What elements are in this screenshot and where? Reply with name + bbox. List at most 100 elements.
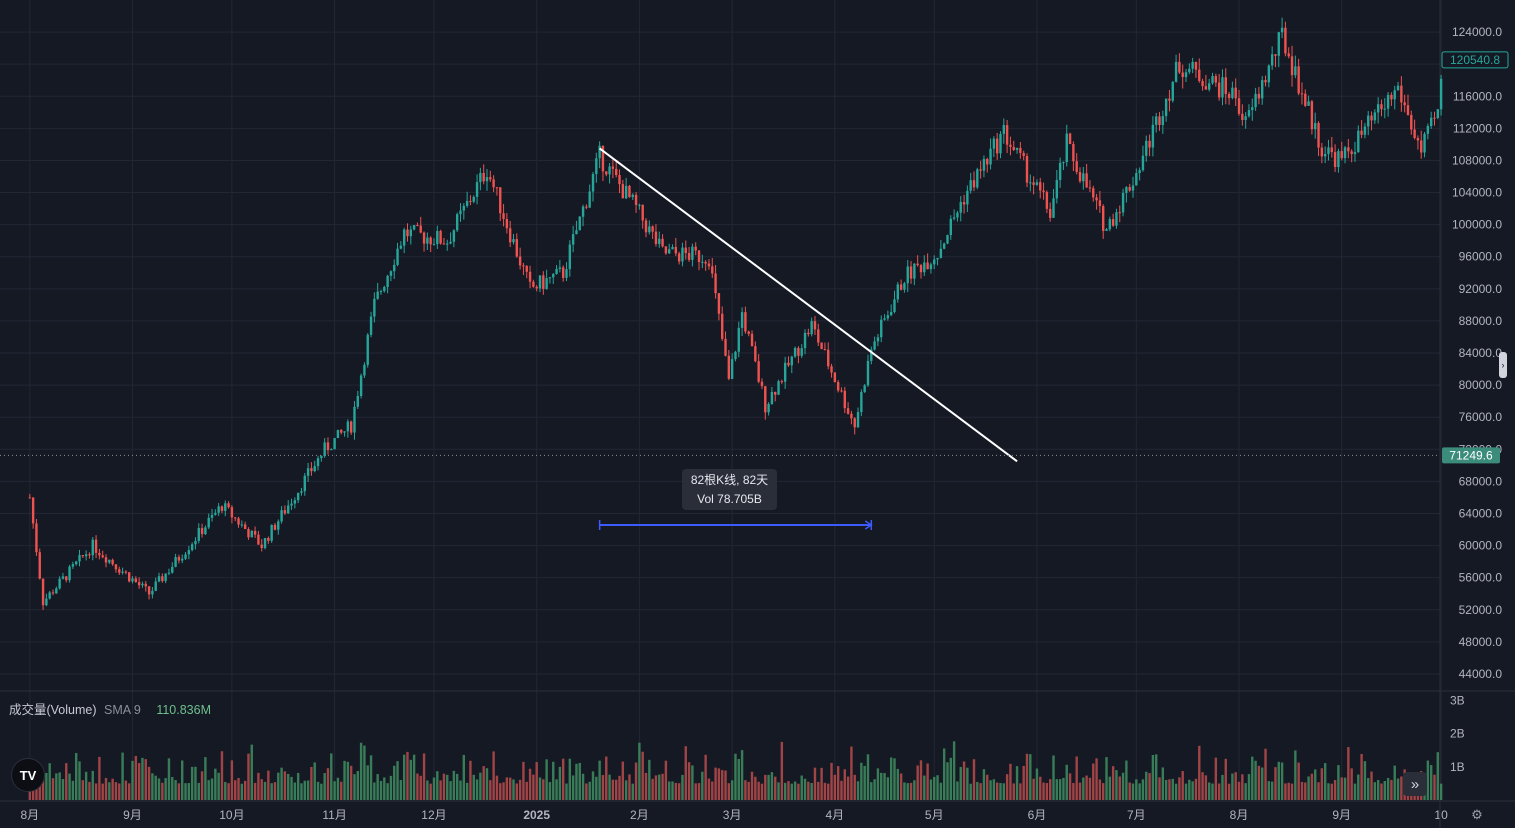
volume-bar <box>813 767 817 800</box>
volume-bar <box>376 774 379 800</box>
candle-body <box>270 524 273 541</box>
candle-body <box>1363 126 1367 135</box>
volume-bar <box>797 783 800 800</box>
candle-body <box>313 466 316 472</box>
candle-body <box>889 312 893 316</box>
volume-bar <box>396 761 399 800</box>
volume-bar <box>184 783 187 800</box>
candle-body <box>1092 188 1095 198</box>
volume-bar <box>1035 768 1039 800</box>
candle-body <box>664 246 668 254</box>
volume-bar <box>588 781 591 800</box>
time-tick-label: 11月 <box>322 808 346 822</box>
candle-body <box>131 578 134 582</box>
volume-bar <box>290 776 293 800</box>
volume-bar <box>661 773 664 800</box>
volume-bar <box>1039 776 1042 800</box>
candle-body <box>1125 187 1128 193</box>
volume-bar <box>436 771 439 800</box>
volume-bar <box>1181 771 1184 800</box>
time-tick-label: 7月 <box>1127 808 1146 822</box>
scale-handle-icon[interactable]: › <box>1499 352 1507 378</box>
candle-body <box>416 225 419 227</box>
volume-bar <box>1433 774 1436 800</box>
volume-bar <box>336 777 340 800</box>
volume-bar <box>412 754 416 800</box>
volume-bar <box>197 782 200 800</box>
volume-bar <box>846 776 850 800</box>
volume-bar <box>1141 779 1145 800</box>
volume-bar <box>611 779 615 800</box>
volume-bar <box>535 762 538 800</box>
candle-body <box>1410 114 1413 130</box>
volume-bar <box>754 776 757 800</box>
candle-body <box>280 510 283 522</box>
volume-bar <box>452 770 456 800</box>
candle-body <box>171 566 174 573</box>
volume-bar <box>714 767 717 800</box>
price-tick-label: 64000.0 <box>1459 506 1503 520</box>
volume-bar <box>1267 781 1271 800</box>
time-tick-label: 12月 <box>421 808 446 822</box>
candle-body <box>999 133 1002 154</box>
volume-bar <box>71 780 75 800</box>
volume-bar <box>780 741 784 800</box>
volume-bar <box>1052 755 1055 800</box>
candle-body <box>1261 80 1264 99</box>
volume-bar <box>167 758 171 800</box>
volume-bar <box>1164 779 1168 800</box>
volume-bar <box>303 780 306 800</box>
candle-body <box>853 418 856 428</box>
price-tick-label: 96000.0 <box>1459 250 1503 264</box>
volume-bar <box>101 783 104 800</box>
volume-bar <box>1042 782 1045 800</box>
candle-body <box>1188 68 1191 73</box>
volume-bar <box>1360 753 1363 800</box>
candle-body <box>373 298 376 317</box>
candle-body <box>578 216 581 231</box>
volume-bar <box>598 760 601 800</box>
candle-body <box>1390 94 1393 100</box>
volume-bar <box>1111 766 1115 800</box>
candle-body <box>641 204 644 221</box>
time-tick-label: 2025 <box>523 808 550 822</box>
volume-bar <box>972 759 976 800</box>
volume-bar <box>1118 776 1121 800</box>
volume-bar <box>217 772 220 800</box>
volume-bar <box>923 775 926 800</box>
candle-body <box>1429 117 1433 127</box>
candle-body <box>757 361 760 382</box>
candle-body <box>505 218 509 229</box>
go-to-realtime-icon[interactable]: » <box>1403 772 1427 796</box>
candle-body <box>740 312 744 328</box>
candle-body <box>926 262 929 270</box>
volume-bar <box>489 780 492 800</box>
volume-bar <box>522 761 525 800</box>
candle-body <box>754 346 757 362</box>
volume-bar <box>1237 781 1241 800</box>
candle-body <box>677 253 681 262</box>
candle-body <box>204 527 207 535</box>
tradingview-logo-icon[interactable]: TV <box>11 758 45 792</box>
volume-bar <box>1277 761 1280 800</box>
candle-body <box>1025 156 1029 183</box>
candle-body <box>1323 153 1327 157</box>
volume-bar <box>270 783 273 800</box>
settings-icon[interactable]: ⚙ <box>1471 807 1483 822</box>
candle-body <box>104 557 108 563</box>
candle-body <box>1098 200 1102 207</box>
candle-body <box>810 321 813 335</box>
candle-body <box>684 247 687 254</box>
candle-body <box>1115 212 1118 226</box>
volume-bar <box>959 767 962 800</box>
volume-bar <box>1363 761 1367 800</box>
volume-bar <box>1068 773 1072 800</box>
volume-bar <box>499 783 502 800</box>
volume-bar <box>866 754 870 800</box>
candle-body <box>694 246 697 251</box>
volume-bar <box>1161 767 1165 800</box>
candle-body <box>658 238 661 244</box>
candle-body <box>608 166 611 175</box>
